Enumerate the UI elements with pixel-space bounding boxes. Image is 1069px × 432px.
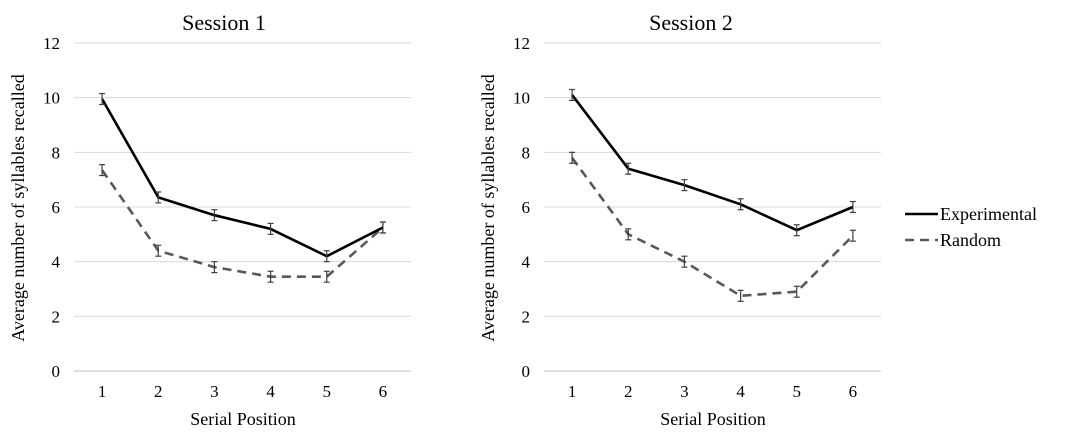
error-bar-experimental (625, 162, 632, 175)
error-bar-experimental (323, 250, 330, 263)
y-tick-label: 8 (522, 143, 531, 162)
error-bar-experimental (211, 209, 218, 222)
error-bar-random (155, 244, 162, 257)
y-tick-label: 10 (513, 89, 530, 108)
error-bar-random (625, 228, 632, 241)
error-bar-random (681, 255, 688, 268)
series (569, 88, 856, 302)
legend-item-random: Random (905, 230, 1001, 250)
x-axis-label: Serial Position (190, 409, 296, 429)
y-tick-label: 6 (522, 198, 531, 217)
error-bar-experimental (267, 222, 274, 235)
error-bar-experimental (681, 179, 688, 192)
error-bar-experimental (569, 88, 576, 102)
x-tick-label: 3 (210, 382, 219, 401)
y-axis-label: Average number of syllables recalled (478, 74, 498, 342)
series-line-random (101, 169, 384, 279)
gridlines (544, 42, 881, 317)
y-tick-label: 8 (52, 143, 61, 162)
y-tick-label: 6 (52, 198, 61, 217)
x-tick-label: 4 (266, 382, 275, 401)
series-line-random (571, 157, 854, 298)
error-bar-experimental (155, 191, 162, 204)
y-tick-label: 4 (52, 253, 61, 272)
x-tick-label: 5 (323, 382, 332, 401)
x-tick-label: 4 (736, 382, 745, 401)
x-tick-label: 6 (379, 382, 388, 401)
series-line-experimental (100, 98, 384, 258)
x-axis-label: Serial Position (660, 409, 766, 429)
y-tick-label: 0 (522, 362, 531, 381)
x-tick-label: 1 (98, 382, 107, 401)
chart-title: Session 1 (182, 10, 266, 35)
legend: Experimental Random (905, 204, 1037, 250)
series (99, 92, 386, 283)
error-bar-random (737, 289, 744, 302)
error-bar-random (793, 285, 800, 298)
error-bar-experimental (99, 92, 106, 106)
x-tick-label: 2 (154, 382, 163, 401)
y-tick-label: 4 (522, 253, 531, 272)
x-tick-label: 3 (680, 382, 689, 401)
error-bar-random (211, 261, 218, 274)
x-tick-label: 2 (624, 382, 633, 401)
error-bar-random (267, 270, 274, 283)
x-tick-label: 1 (568, 382, 577, 401)
error-bar-experimental (849, 200, 856, 214)
x-tick-label: 6 (849, 382, 858, 401)
y-tick-label: 0 (52, 362, 61, 381)
error-bar-experimental (793, 224, 800, 237)
y-tick-label: 12 (513, 34, 530, 53)
chart-title: Session 2 (649, 10, 733, 35)
y-tick-label: 2 (522, 307, 531, 326)
gridlines (74, 42, 411, 317)
y-tick-label: 12 (43, 34, 60, 53)
chart-session-1: Session 1 Average number of syllables re… (8, 10, 411, 429)
y-tick-label: 2 (52, 307, 61, 326)
x-tick-label: 5 (793, 382, 802, 401)
y-axis-label: Average number of syllables recalled (8, 74, 28, 342)
chart-session-2: Session 2 Average number of syllables re… (478, 10, 881, 429)
error-bar-random (849, 229, 856, 242)
legend-label-experimental: Experimental (940, 204, 1037, 224)
legend-item-experimental: Experimental (905, 204, 1037, 224)
error-bar-random (99, 164, 106, 177)
error-bar-random (323, 270, 330, 283)
error-bar-random (569, 151, 576, 164)
series-line-experimental (571, 94, 854, 232)
legend-label-random: Random (940, 230, 1001, 250)
error-bar-experimental (379, 221, 386, 234)
error-bar-experimental (737, 198, 744, 211)
y-tick-label: 10 (43, 89, 60, 108)
